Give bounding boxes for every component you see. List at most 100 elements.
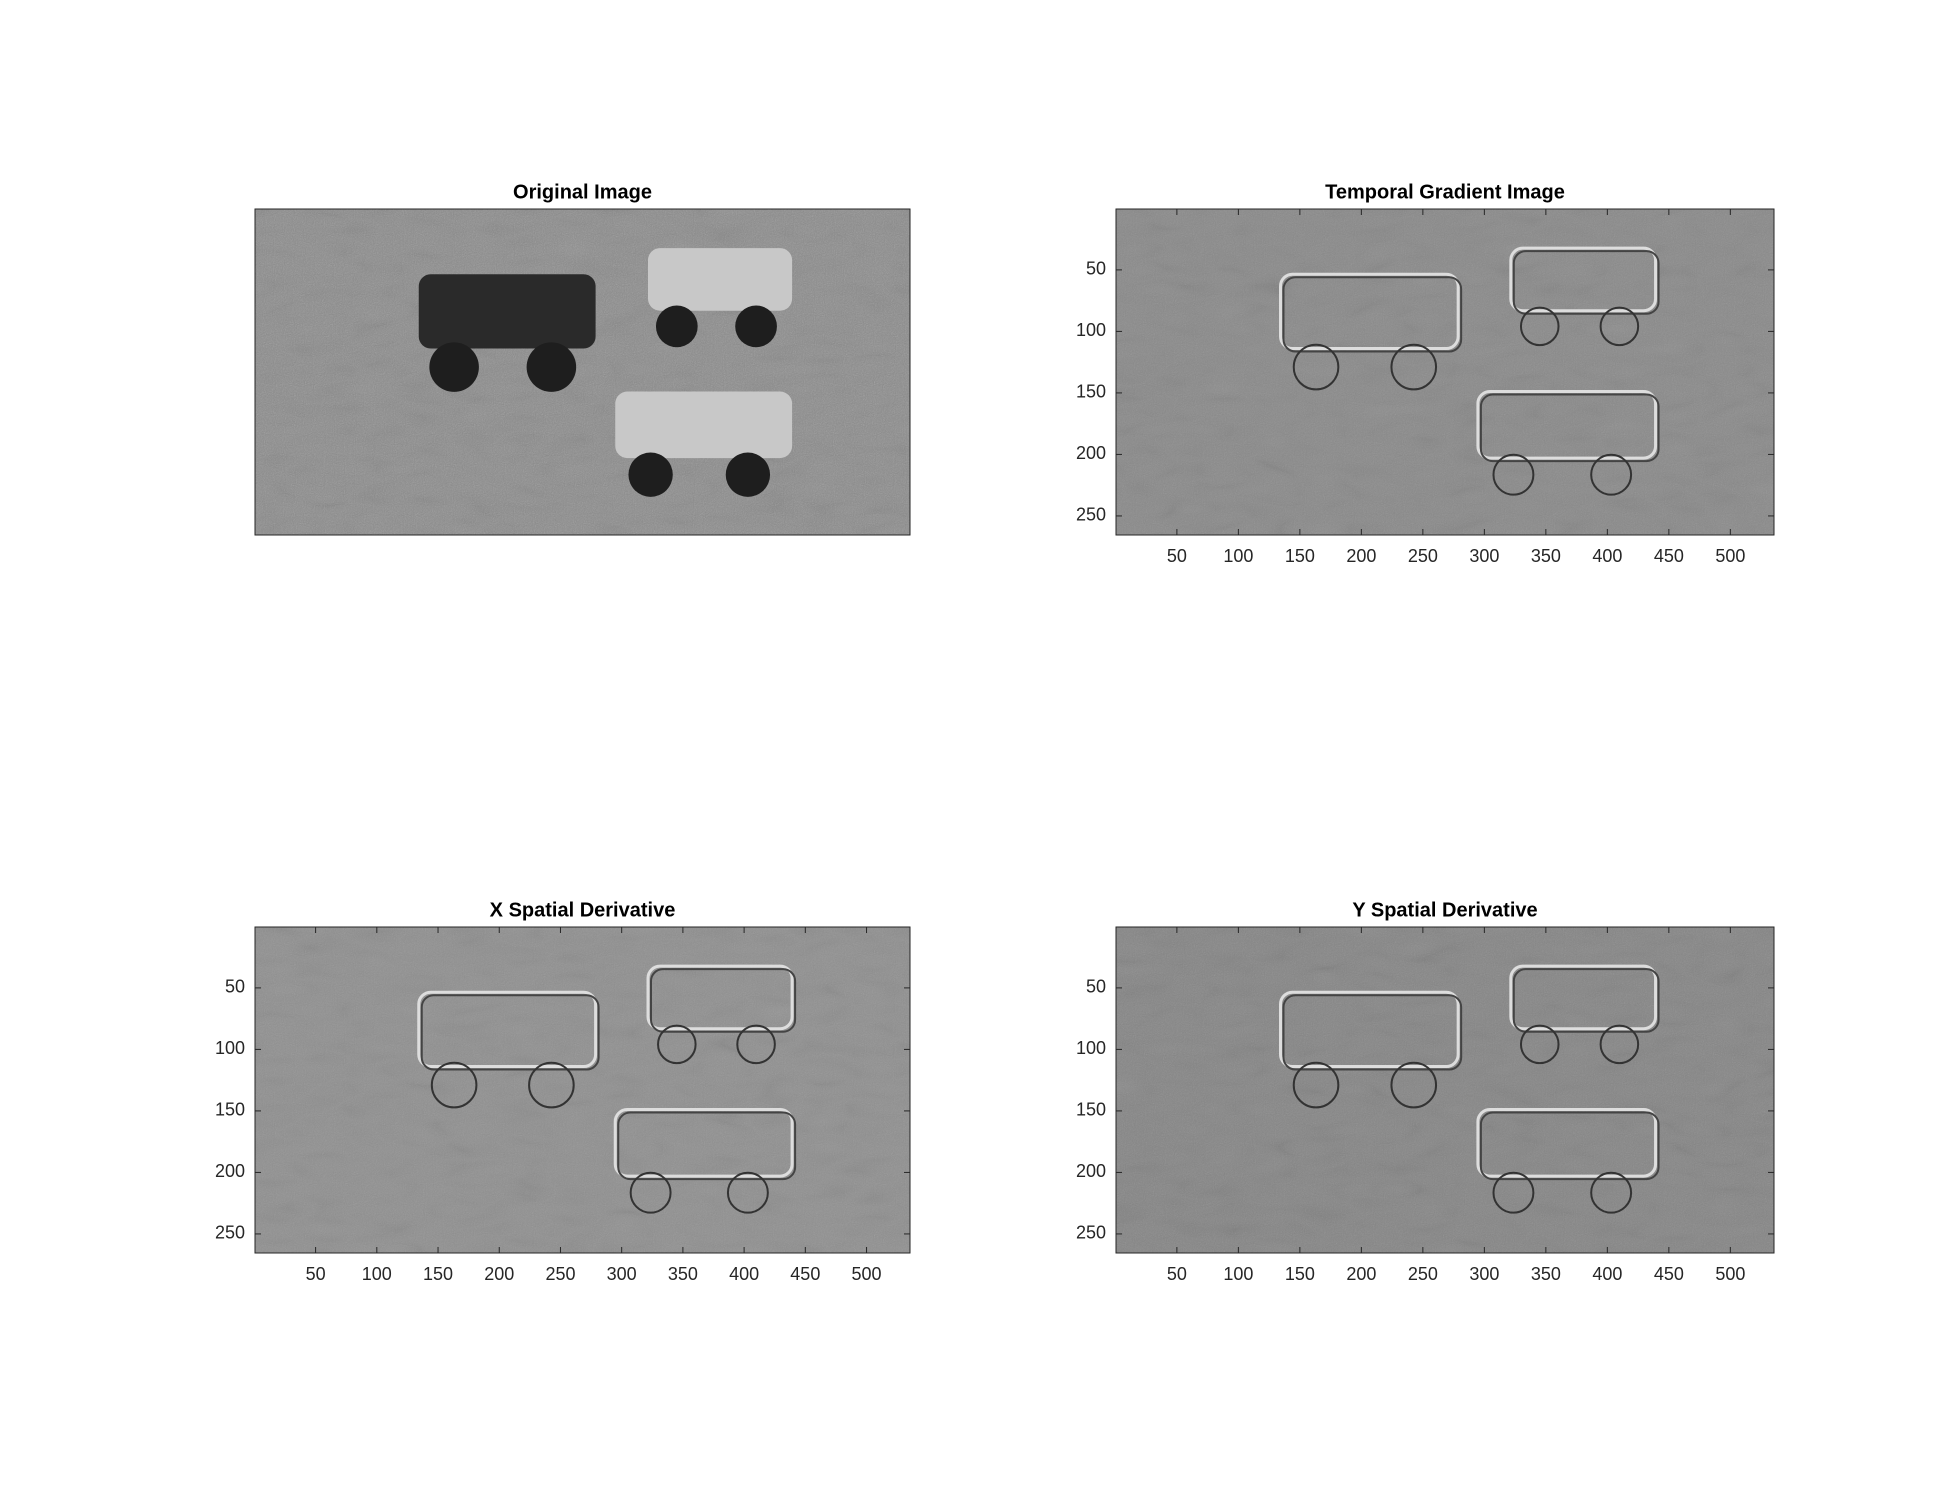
- wheel-edge: [1590, 453, 1633, 496]
- wheel-edge: [1519, 306, 1560, 347]
- y-tick-label: 200: [215, 1161, 245, 1181]
- x-tick-label: 300: [607, 1264, 637, 1284]
- x-tick-label: 50: [306, 1264, 326, 1284]
- vehicle-edge: [613, 1108, 794, 1178]
- vehicle-edge: [1279, 272, 1460, 351]
- x-tick-label: 450: [1654, 546, 1684, 566]
- vehicle-edge: [420, 994, 600, 1071]
- panel-title: Original Image: [513, 181, 652, 203]
- x-tick-label: 200: [1346, 546, 1376, 566]
- wheel-edge: [1492, 1171, 1535, 1214]
- axes-frame: [254, 926, 911, 1254]
- vehicle-edge: [650, 968, 797, 1033]
- wheel-edge: [1599, 1024, 1640, 1065]
- vehicle-edge: [1509, 964, 1658, 1031]
- x-tick-label: 400: [729, 1264, 759, 1284]
- x-tick-label: 100: [1223, 546, 1253, 566]
- x-tick-label: 150: [1285, 1264, 1315, 1284]
- wheel-edge: [430, 1061, 478, 1109]
- y-tick-label: 50: [1086, 977, 1106, 997]
- x-tick-label: 150: [423, 1264, 453, 1284]
- wheel-edge: [736, 1024, 776, 1065]
- x-tick-label: 100: [1223, 1264, 1253, 1284]
- image-tiles: [1116, 927, 1774, 1253]
- image-tiles: [255, 209, 910, 535]
- image-panel: [1115, 208, 1775, 536]
- wheel: [735, 305, 777, 348]
- wheel-edge: [1390, 1061, 1438, 1109]
- image-tiles: [255, 927, 910, 1253]
- x-tick-label: 250: [1408, 1264, 1438, 1284]
- x-tick-label: 250: [1408, 546, 1438, 566]
- x-tick-label: 300: [1469, 1264, 1499, 1284]
- y-tick-label: 250: [1076, 505, 1106, 525]
- x-tick-label: 450: [790, 1264, 820, 1284]
- y-tick-label: 100: [1076, 320, 1106, 340]
- x-tick-label: 200: [484, 1264, 514, 1284]
- x-tick-label: 150: [1285, 546, 1315, 566]
- wheel-edge: [528, 1061, 575, 1109]
- image-panel: [254, 926, 911, 1254]
- wheel-edge: [657, 1024, 697, 1065]
- vehicle-edge: [1512, 968, 1660, 1033]
- vehicle: [648, 248, 793, 311]
- vehicle-edge: [1512, 250, 1660, 315]
- axes-frame: [1115, 208, 1775, 536]
- wheel-edge: [1292, 1061, 1340, 1109]
- panel-title: X Spatial Derivative: [490, 899, 676, 921]
- x-tick-label: 300: [1469, 546, 1499, 566]
- x-tick-label: 350: [668, 1264, 698, 1284]
- y-tick-label: 150: [1076, 1100, 1106, 1120]
- vehicle-edge: [617, 1111, 797, 1181]
- vehicle-edge: [1509, 246, 1658, 313]
- vehicle-edge: [1479, 1111, 1660, 1181]
- y-tick-label: 200: [1076, 1161, 1106, 1181]
- wheel-edge: [1390, 343, 1438, 391]
- x-tick-label: 100: [362, 1264, 392, 1284]
- vehicle-edge: [1479, 393, 1660, 463]
- wheel-edge: [1292, 343, 1340, 391]
- y-tick-label: 250: [215, 1223, 245, 1243]
- y-tick-label: 50: [1086, 259, 1106, 279]
- y-tick-label: 150: [1076, 382, 1106, 402]
- x-tick-label: 500: [852, 1264, 882, 1284]
- x-tick-label: 500: [1715, 1264, 1745, 1284]
- x-tick-label: 50: [1167, 1264, 1187, 1284]
- wheel-edge: [1599, 306, 1640, 347]
- axes-frame: [254, 208, 911, 536]
- x-tick-label: 400: [1592, 546, 1622, 566]
- vehicle-edge: [1476, 390, 1658, 460]
- y-tick-label: 200: [1076, 443, 1106, 463]
- wheel: [725, 452, 771, 497]
- vehicle-edge: [1282, 994, 1463, 1071]
- wheel-edge: [726, 1171, 769, 1214]
- y-tick-label: 50: [225, 977, 245, 997]
- x-tick-label: 200: [1346, 1264, 1376, 1284]
- wheel-edge: [1590, 1171, 1633, 1214]
- y-tick-label: 100: [1076, 1038, 1106, 1058]
- x-tick-label: 350: [1531, 546, 1561, 566]
- x-tick-label: 50: [1167, 546, 1187, 566]
- panel-title: Temporal Gradient Image: [1325, 181, 1565, 203]
- panel-title: Y Spatial Derivative: [1352, 899, 1537, 921]
- image-panel: [1115, 926, 1775, 1254]
- x-tick-label: 450: [1654, 1264, 1684, 1284]
- wheel-edge: [1519, 1024, 1560, 1065]
- vehicle-edge: [1476, 1108, 1658, 1178]
- vehicle-edge: [646, 964, 794, 1031]
- vehicle: [418, 274, 596, 349]
- vehicle-edge: [417, 990, 598, 1069]
- x-tick-label: 400: [1592, 1264, 1622, 1284]
- wheel: [526, 342, 577, 392]
- image-panel: [254, 208, 911, 536]
- wheel-edge: [1492, 453, 1535, 496]
- y-tick-label: 150: [215, 1100, 245, 1120]
- x-tick-label: 250: [545, 1264, 575, 1284]
- vehicle-edge: [1279, 990, 1460, 1069]
- x-tick-label: 500: [1715, 546, 1745, 566]
- image-tiles: [1116, 209, 1774, 535]
- x-tick-label: 350: [1531, 1264, 1561, 1284]
- y-tick-label: 100: [215, 1038, 245, 1058]
